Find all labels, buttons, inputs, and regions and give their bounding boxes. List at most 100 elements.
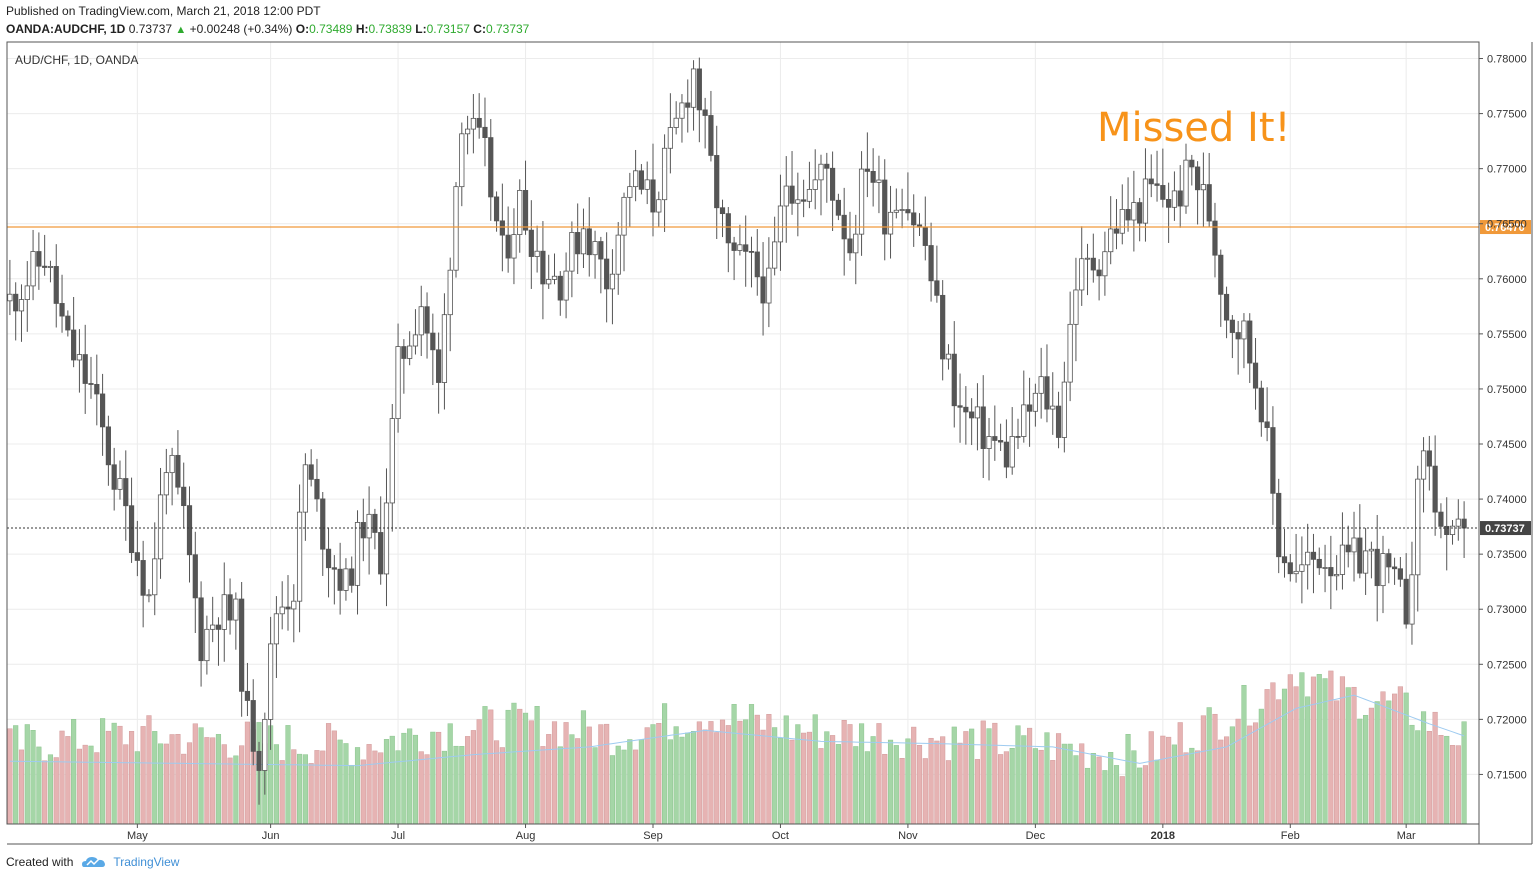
volume-bar xyxy=(430,731,436,825)
candle-body xyxy=(325,548,332,569)
volume-bar xyxy=(1455,745,1461,825)
y-tick-label: 0.77500 xyxy=(1487,109,1527,121)
volume-bar xyxy=(586,726,592,825)
candle-body xyxy=(320,498,326,550)
volume-bar xyxy=(1009,747,1015,825)
candle-body xyxy=(1183,159,1189,207)
volume-bar xyxy=(1287,674,1293,825)
volume-bar xyxy=(204,737,210,825)
candle-body xyxy=(893,209,899,213)
volume-bar xyxy=(580,710,587,825)
candle-body xyxy=(1142,178,1149,224)
candle-body xyxy=(447,269,453,316)
volume-bar xyxy=(1438,735,1444,825)
candle-body xyxy=(1415,478,1421,576)
volume-bar xyxy=(337,739,343,825)
candle-body xyxy=(1102,251,1108,277)
volume-bar xyxy=(853,746,859,825)
volume-bar xyxy=(1380,691,1386,825)
candle-body xyxy=(204,628,210,662)
volume-bar xyxy=(1299,672,1305,825)
volume-bar xyxy=(349,764,355,825)
candle-body xyxy=(546,279,552,285)
volume-ma-line xyxy=(9,694,1465,767)
volume-bar xyxy=(575,738,581,825)
candle-body xyxy=(331,567,337,570)
volume-bar xyxy=(731,704,737,825)
y-tick-label: 0.75500 xyxy=(1487,329,1527,341)
candle-body xyxy=(1351,537,1357,553)
volume-bar xyxy=(772,727,778,825)
volume-bar xyxy=(887,739,894,825)
volume-bar xyxy=(186,742,193,825)
candle-body xyxy=(1055,405,1062,438)
volume-bar xyxy=(354,747,361,825)
volume-bar xyxy=(65,736,71,825)
candle-body xyxy=(551,275,558,280)
volume-bar xyxy=(534,706,540,825)
volume-bar xyxy=(244,721,251,825)
x-tick-label: Oct xyxy=(772,830,789,842)
candle-body xyxy=(1363,550,1369,574)
volume-bar xyxy=(690,730,697,825)
candle-body xyxy=(1223,293,1230,321)
candle-body xyxy=(980,406,986,449)
candle-body xyxy=(1258,387,1264,423)
candle-body xyxy=(279,606,285,615)
plot-frame xyxy=(6,41,1480,825)
volume-bars xyxy=(7,670,1467,825)
volume-bar xyxy=(1444,735,1450,825)
candle-body xyxy=(737,244,743,251)
candle-body xyxy=(94,383,100,395)
candle-body xyxy=(227,594,233,621)
candle-body xyxy=(899,209,905,211)
volume-bar xyxy=(1154,759,1160,825)
volume-bar xyxy=(662,703,668,825)
candle-body xyxy=(633,170,639,188)
candle-body xyxy=(1426,450,1432,467)
candle-body xyxy=(1391,566,1398,570)
candle-body xyxy=(563,270,569,301)
volume-bar xyxy=(1142,765,1149,825)
volume-bar xyxy=(285,725,291,825)
volume-bar xyxy=(818,748,824,825)
volume-bar xyxy=(592,747,598,825)
candle-body xyxy=(244,690,251,701)
volume-bar xyxy=(163,743,169,825)
candle-body xyxy=(1438,511,1444,527)
candle-body xyxy=(88,383,94,385)
candle-body xyxy=(801,199,807,202)
volume-bar xyxy=(540,746,546,825)
candle-body xyxy=(760,276,766,304)
candle-body xyxy=(59,303,65,317)
candle-body xyxy=(1247,320,1253,364)
candle-body xyxy=(1171,190,1178,208)
volume-bar xyxy=(963,731,969,825)
volume-bar xyxy=(702,729,708,825)
volume-bar xyxy=(76,748,82,825)
volume-bar xyxy=(1079,743,1085,825)
candle-body xyxy=(268,643,274,720)
candle-body xyxy=(1397,568,1403,580)
candle-body xyxy=(30,251,36,287)
candle-body xyxy=(65,315,71,331)
y-tick-label: 0.72500 xyxy=(1487,659,1527,671)
volume-bar xyxy=(1200,715,1206,825)
volume-bar xyxy=(453,745,459,825)
volume-bar xyxy=(308,763,314,825)
candle-body xyxy=(905,209,911,214)
volume-bar xyxy=(389,735,395,825)
candle-body xyxy=(1073,289,1079,325)
volume-bar xyxy=(1218,739,1224,825)
candle-body xyxy=(1235,332,1241,340)
candle-body xyxy=(598,241,604,260)
volume-bar xyxy=(719,719,726,825)
candle-body xyxy=(795,199,801,204)
candle-body xyxy=(285,606,291,610)
candle-body xyxy=(522,190,529,231)
x-tick-label: Jun xyxy=(262,830,280,842)
tradingview-brand[interactable]: TradingView xyxy=(113,855,180,869)
last-price: 0.73737 xyxy=(128,22,173,36)
candle-body xyxy=(575,232,581,255)
